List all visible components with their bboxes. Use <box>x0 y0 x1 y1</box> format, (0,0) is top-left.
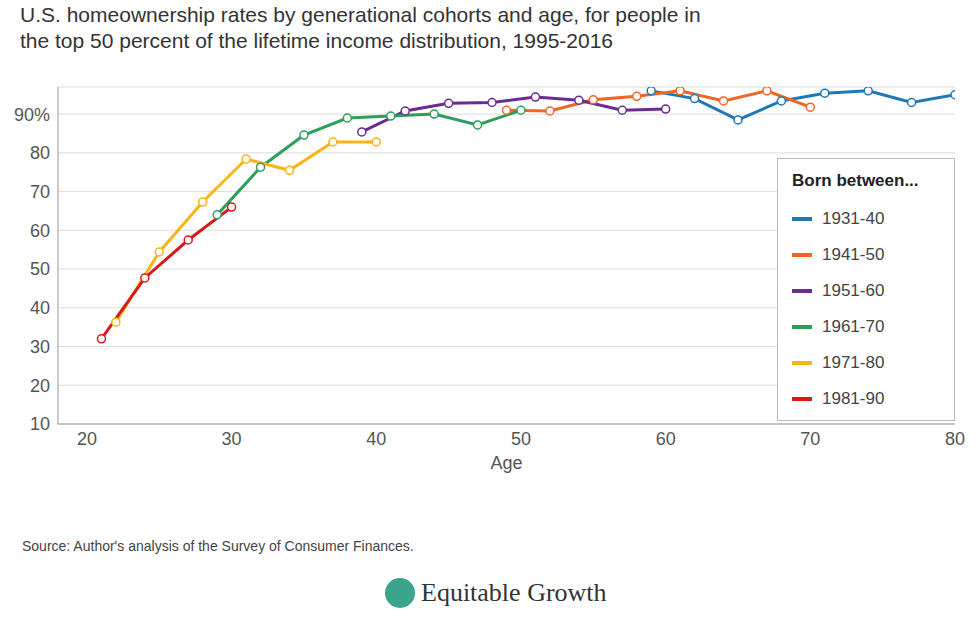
html-text:1961-70: 1961-70 <box>822 317 885 336</box>
svg-text:50: 50 <box>30 259 50 279</box>
html-text:1971-80: 1971-80 <box>822 353 885 372</box>
svg-text:20: 20 <box>77 429 97 449</box>
html-text:Equitable Growth: Equitable Growth <box>421 578 607 607</box>
svg-text:40: 40 <box>30 298 50 318</box>
svg-text:90%: 90% <box>14 105 50 125</box>
svg-text:50: 50 <box>511 429 531 449</box>
html-text:Born between...: Born between... <box>792 171 919 190</box>
svg-text:Age: Age <box>490 453 522 473</box>
svg-text:60: 60 <box>656 429 676 449</box>
svg-text:20: 20 <box>30 376 50 396</box>
svg-text:70: 70 <box>30 182 50 202</box>
html-text:1981-90: 1981-90 <box>822 389 885 408</box>
svg-text:70: 70 <box>800 429 820 449</box>
svg-text:80: 80 <box>30 143 50 163</box>
svg-text:40: 40 <box>366 429 386 449</box>
html-text:Source: Author's analysis of t: Source: Author's analysis of the Survey … <box>22 538 414 554</box>
html-text:1931-40: 1931-40 <box>822 209 885 228</box>
svg-text:80: 80 <box>945 429 965 449</box>
svg-text:30: 30 <box>222 429 242 449</box>
svg-text:60: 60 <box>30 221 50 241</box>
html-text:1941-50: 1941-50 <box>822 245 885 264</box>
html-text:1951-60: 1951-60 <box>822 281 885 300</box>
html-text:U.S. homeownership rates by ge: U.S. homeownership rates by generational… <box>20 3 701 52</box>
svg-text:10: 10 <box>30 414 50 434</box>
svg-text:30: 30 <box>30 337 50 357</box>
